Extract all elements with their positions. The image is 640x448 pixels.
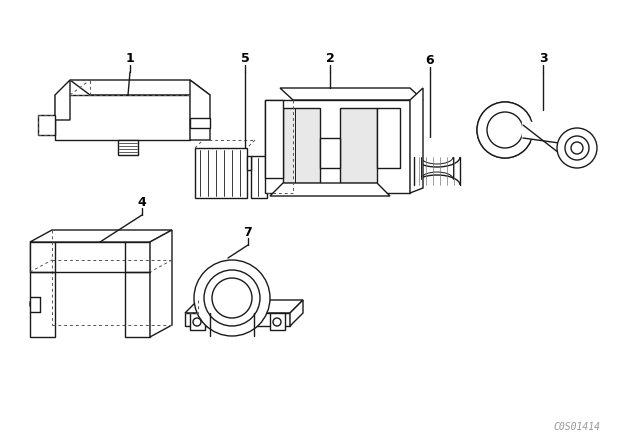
Polygon shape [377,108,400,168]
Polygon shape [340,108,377,183]
Circle shape [194,260,270,336]
Polygon shape [190,80,210,140]
Polygon shape [55,80,70,120]
Polygon shape [30,242,55,337]
Polygon shape [195,148,247,198]
Circle shape [487,112,523,148]
Text: 2: 2 [326,52,334,65]
Polygon shape [30,242,150,272]
Circle shape [204,270,260,326]
Text: 4: 4 [138,195,147,208]
Polygon shape [118,140,138,155]
Polygon shape [190,118,210,128]
Circle shape [565,136,589,160]
Polygon shape [290,300,303,326]
Polygon shape [410,88,423,193]
Polygon shape [522,122,535,138]
Circle shape [571,142,583,154]
Text: 1: 1 [125,52,134,65]
Text: C0S01414: C0S01414 [553,422,600,432]
Polygon shape [265,100,283,178]
Polygon shape [125,242,150,337]
Polygon shape [247,156,251,170]
Polygon shape [251,156,267,198]
Polygon shape [265,100,410,193]
Circle shape [557,128,597,168]
Circle shape [193,318,201,326]
Polygon shape [280,88,423,100]
Circle shape [212,278,252,318]
Polygon shape [270,183,390,196]
Polygon shape [30,230,172,242]
Polygon shape [55,95,190,140]
Polygon shape [283,108,320,183]
Polygon shape [185,300,303,313]
Polygon shape [150,230,172,337]
Text: 7: 7 [244,225,252,238]
Text: 6: 6 [426,53,435,66]
Polygon shape [185,313,290,326]
Circle shape [477,102,533,158]
Polygon shape [70,80,210,95]
Polygon shape [38,115,55,135]
Text: 3: 3 [539,52,547,65]
Circle shape [273,318,281,326]
Text: 5: 5 [241,52,250,65]
Polygon shape [190,313,205,330]
Polygon shape [320,138,340,168]
Polygon shape [270,313,285,330]
